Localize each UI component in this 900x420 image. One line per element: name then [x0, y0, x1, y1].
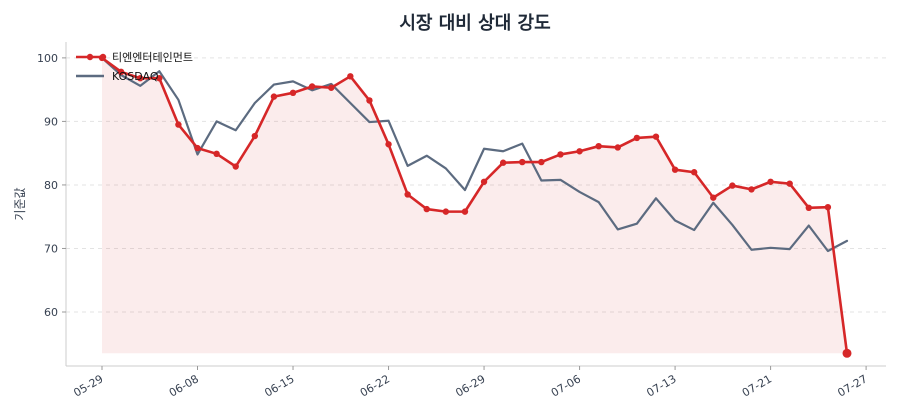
- y-tick-label: 60: [44, 306, 58, 319]
- x-tick-label: 06-22: [358, 372, 392, 399]
- series-point: [347, 73, 354, 80]
- x-tick-label: 07-06: [549, 372, 583, 399]
- x-ticks: 05-29 06-08 06-15 06-22 06-29 07-06 07-13 07-21…: [71, 366, 870, 400]
- legend-label-series-1: 티엔엔터테인먼트: [112, 51, 193, 64]
- series-point: [156, 75, 163, 82]
- series-point: [748, 186, 755, 193]
- series-point: [328, 84, 335, 91]
- series-point: [232, 163, 239, 170]
- series-point: [786, 180, 793, 187]
- legend-marker-series-1: [86, 53, 94, 61]
- x-tick-label: 06-15: [262, 372, 296, 399]
- series-point: [729, 182, 736, 189]
- series-point: [289, 89, 297, 97]
- series-point: [519, 158, 526, 166]
- x-tick-label: 05-29: [71, 372, 105, 399]
- series-point: [767, 178, 774, 185]
- series-point: [805, 204, 812, 212]
- series-point: [614, 144, 621, 151]
- series-point: [270, 93, 278, 100]
- series-point: [690, 169, 698, 176]
- x-tick-label: 07-21: [740, 372, 774, 399]
- series-point: [117, 68, 125, 76]
- y-tick-label: 80: [44, 179, 58, 192]
- x-tick-label: 06-29: [453, 372, 487, 399]
- y-ticks: 60 70 80 90 100: [37, 52, 66, 319]
- series-point: [499, 159, 507, 166]
- series-point: [842, 348, 852, 358]
- series-point: [538, 158, 545, 166]
- series-point: [461, 208, 469, 215]
- series-point: [423, 205, 430, 213]
- series-point: [824, 203, 832, 211]
- series-point: [194, 144, 201, 152]
- chart-title: 시장 대비 상대 강도: [399, 13, 550, 34]
- series-point: [557, 151, 564, 158]
- series-point: [442, 208, 450, 215]
- series-point: [633, 134, 641, 142]
- series-line-main: [100, 56, 849, 355]
- x-tick-label: 06-08: [167, 372, 201, 399]
- y-tick-label: 100: [37, 52, 58, 65]
- series-point: [595, 142, 602, 150]
- y-tick-label: 70: [44, 242, 58, 255]
- series-point: [175, 121, 182, 128]
- series-point: [308, 83, 316, 90]
- y-axis-label: 기준값: [13, 187, 27, 220]
- series-point: [213, 150, 220, 158]
- y-tick-label: 90: [44, 115, 58, 128]
- series-point: [576, 148, 583, 155]
- series-point: [652, 133, 660, 140]
- series-point: [385, 141, 392, 148]
- series-area-fill: [102, 57, 847, 354]
- legend-label-series-2: KOSDAQ: [112, 70, 159, 83]
- series-point: [710, 194, 717, 201]
- legend: 티엔엔터테인먼트 KOSDAQ: [76, 51, 193, 83]
- x-tick-label: 07-27: [835, 372, 869, 399]
- series-point: [137, 75, 144, 82]
- area-fill-layer: [102, 57, 847, 354]
- x-tick-label: 07-13: [644, 372, 678, 399]
- series-layer: [98, 54, 852, 358]
- series-line-kosdaq: [100, 56, 849, 253]
- series-point: [366, 97, 373, 104]
- series-point: [404, 191, 411, 198]
- legend-marker-series-1b: [99, 53, 107, 61]
- series-point: [251, 132, 259, 140]
- series-point: [480, 178, 488, 185]
- series-point: [671, 166, 679, 173]
